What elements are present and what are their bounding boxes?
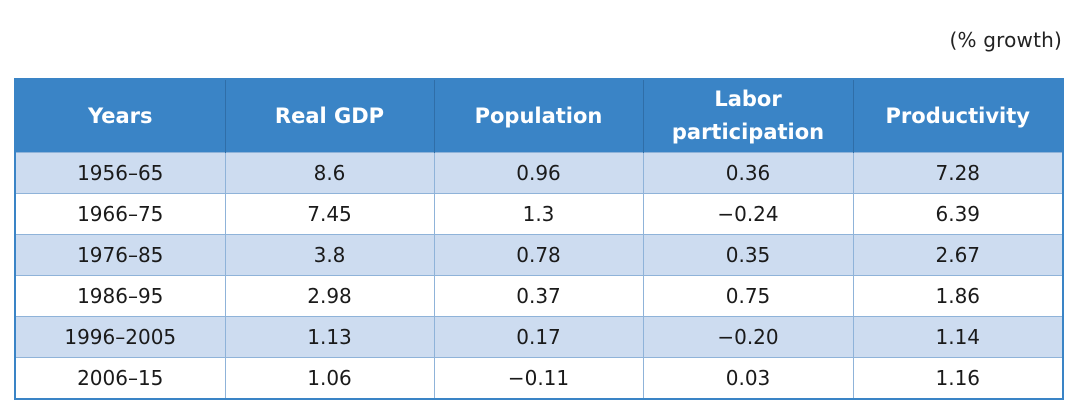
cell-real-gdp: 1.06	[224, 357, 434, 399]
table-row: 1996–2005 1.13 0.17 −0.20 1.14	[15, 316, 1063, 358]
cell-years: 2006–15	[15, 357, 225, 399]
cell-real-gdp: 2.98	[224, 275, 434, 317]
unit-note: (% growth)	[949, 28, 1062, 52]
table-row: 2006–15 1.06 −0.11 0.03 1.16	[15, 357, 1063, 399]
cell-labor-participation: 0.75	[642, 275, 853, 317]
cell-productivity: 1.86	[852, 275, 1063, 317]
cell-productivity: 6.39	[852, 193, 1063, 235]
table-row: 1986–95 2.98 0.37 0.75 1.86	[15, 275, 1063, 317]
cell-population: 0.17	[433, 316, 643, 358]
cell-labor-participation: 0.35	[642, 234, 853, 276]
cell-population: −0.11	[433, 357, 643, 399]
cell-productivity: 2.67	[852, 234, 1063, 276]
cell-population: 0.37	[433, 275, 643, 317]
cell-labor-participation: −0.24	[642, 193, 853, 235]
header-real-gdp: Real GDP	[224, 79, 434, 153]
growth-table: Years Real GDP Population Labor particip…	[14, 78, 1064, 400]
cell-years: 1996–2005	[15, 316, 225, 358]
table-row: 1956–65 8.6 0.96 0.36 7.28	[15, 152, 1063, 194]
cell-productivity: 1.16	[852, 357, 1063, 399]
header-labor-participation: Labor participation	[642, 79, 853, 153]
header-years: Years	[15, 79, 225, 153]
table-row: 1976–85 3.8 0.78 0.35 2.67	[15, 234, 1063, 276]
cell-population: 0.78	[433, 234, 643, 276]
cell-population: 1.3	[433, 193, 643, 235]
growth-table-container: Years Real GDP Population Labor particip…	[14, 78, 1064, 400]
cell-years: 1986–95	[15, 275, 225, 317]
cell-productivity: 7.28	[852, 152, 1063, 194]
cell-real-gdp: 8.6	[224, 152, 434, 194]
header-population: Population	[433, 79, 643, 153]
cell-real-gdp: 7.45	[224, 193, 434, 235]
cell-labor-participation: 0.36	[642, 152, 853, 194]
cell-years: 1976–85	[15, 234, 225, 276]
cell-labor-participation: 0.03	[642, 357, 853, 399]
header-row: Years Real GDP Population Labor particip…	[15, 79, 1063, 153]
table-row: 1966–75 7.45 1.3 −0.24 6.39	[15, 193, 1063, 235]
header-productivity: Productivity	[852, 79, 1063, 153]
cell-real-gdp: 3.8	[224, 234, 434, 276]
cell-years: 1966–75	[15, 193, 225, 235]
cell-productivity: 1.14	[852, 316, 1063, 358]
cell-population: 0.96	[433, 152, 643, 194]
cell-labor-participation: −0.20	[642, 316, 853, 358]
cell-years: 1956–65	[15, 152, 225, 194]
cell-real-gdp: 1.13	[224, 316, 434, 358]
